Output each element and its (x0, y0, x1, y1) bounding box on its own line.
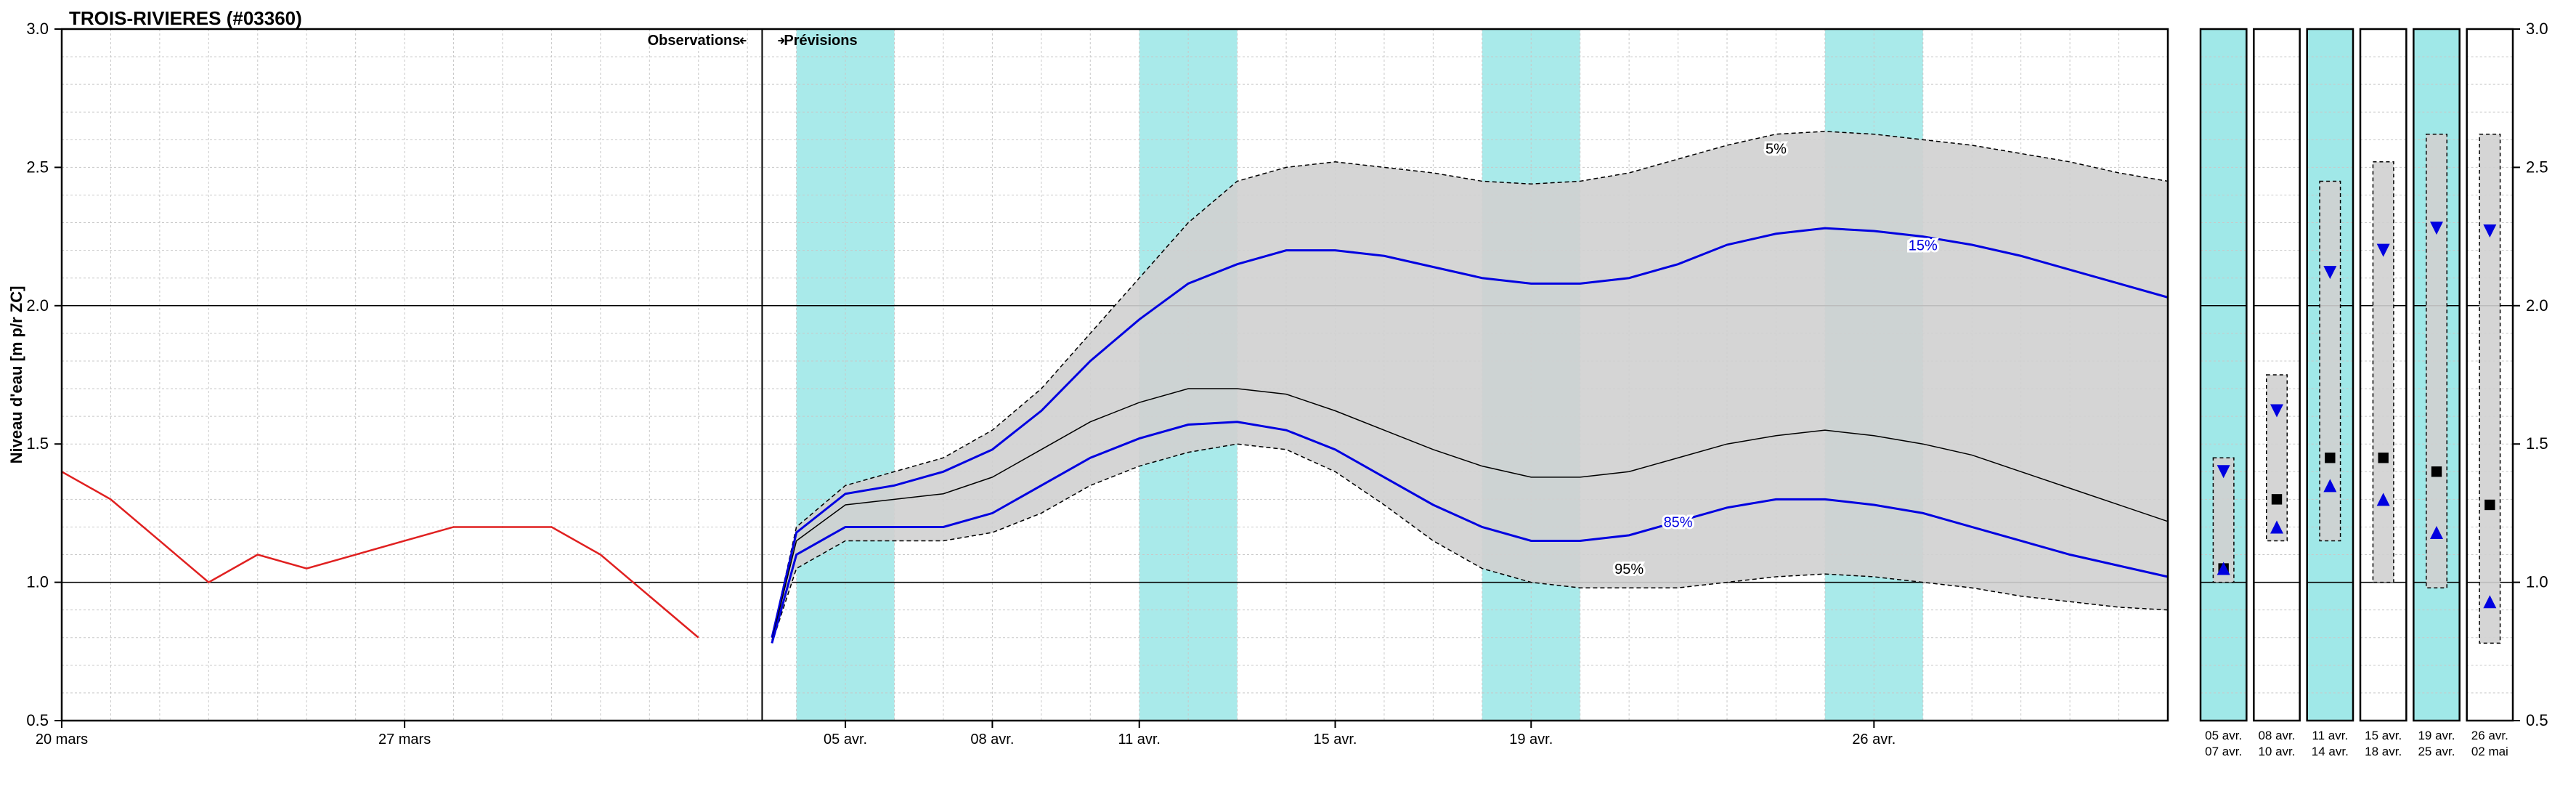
boxplot-top-label: 15 avr. (2365, 729, 2402, 742)
chart-svg: 5%5%15%15%85%85%95%95%20 mars27 mars05 a… (7, 7, 2576, 779)
x-tick-label: 15 avr. (1313, 732, 1357, 747)
p50-marker-icon (2378, 453, 2388, 463)
boxplot-top-label: 26 avr. (2471, 729, 2508, 742)
chart-container: 5%5%15%15%85%85%95%95%20 mars27 mars05 a… (7, 7, 2569, 779)
boxplot-top-label: 19 avr. (2418, 729, 2455, 742)
percent-label: 85% (1664, 514, 1693, 530)
boxplot-bot-label: 02 mai (2471, 745, 2508, 758)
boxplot-panel (2201, 29, 2246, 721)
chart-title: TROIS-RIVIERES (#03360) (69, 7, 302, 29)
boxplot-bot-label: 25 avr. (2418, 745, 2455, 758)
boxplot-top-label: 11 avr. (2312, 729, 2348, 742)
x-tick-label: 20 mars (36, 732, 88, 747)
boxplot-bot-label: 18 avr. (2365, 745, 2402, 758)
previsions-label: Prévisions (784, 33, 857, 49)
x-tick-label: 08 avr. (970, 732, 1014, 747)
percent-label: 15% (1909, 238, 1938, 254)
boxplot-box (2479, 134, 2500, 644)
y-tick-label-right: 3.0 (2526, 20, 2548, 38)
y-tick-label-right: 1.5 (2526, 434, 2548, 453)
observations-label: Observations (648, 33, 741, 49)
x-tick-label: 19 avr. (1509, 732, 1553, 747)
percent-label: 95% (1614, 562, 1643, 578)
p50-marker-icon (2325, 453, 2335, 463)
y-tick-label-right: 0.5 (2526, 711, 2548, 729)
boxplot-bot-label: 14 avr. (2312, 745, 2349, 758)
y-tick-label: 1.5 (26, 434, 49, 453)
boxplot-box (2373, 162, 2394, 583)
boxplot-box (2267, 375, 2288, 540)
percent-label: 5% (1766, 141, 1787, 157)
y-tick-label: 1.0 (26, 573, 49, 591)
boxplot-top-label: 05 avr. (2205, 729, 2242, 742)
y-tick-label: 2.0 (26, 296, 49, 315)
x-tick-label: 26 avr. (1852, 732, 1896, 747)
y-tick-label: 3.0 (26, 20, 49, 38)
y-tick-label: 2.5 (26, 158, 49, 176)
y-axis-label: Niveau d'eau [m p/r ZC] (7, 286, 25, 464)
boxplot-top-label: 08 avr. (2258, 729, 2295, 742)
p50-marker-icon (2484, 500, 2495, 510)
y-tick-label-right: 2.0 (2526, 296, 2548, 315)
boxplot-bot-label: 10 avr. (2258, 745, 2295, 758)
x-tick-label: 27 mars (378, 732, 431, 747)
boxplot-bot-label: 07 avr. (2205, 745, 2242, 758)
x-tick-label: 11 avr. (1118, 732, 1161, 747)
y-tick-label-right: 1.0 (2526, 573, 2548, 591)
x-tick-label: 05 avr. (824, 732, 867, 747)
p50-marker-icon (2431, 466, 2442, 477)
y-tick-label: 0.5 (26, 711, 49, 729)
y-tick-label-right: 2.5 (2526, 158, 2548, 176)
p50-marker-icon (2272, 494, 2282, 504)
boxplot-box (2426, 134, 2447, 588)
